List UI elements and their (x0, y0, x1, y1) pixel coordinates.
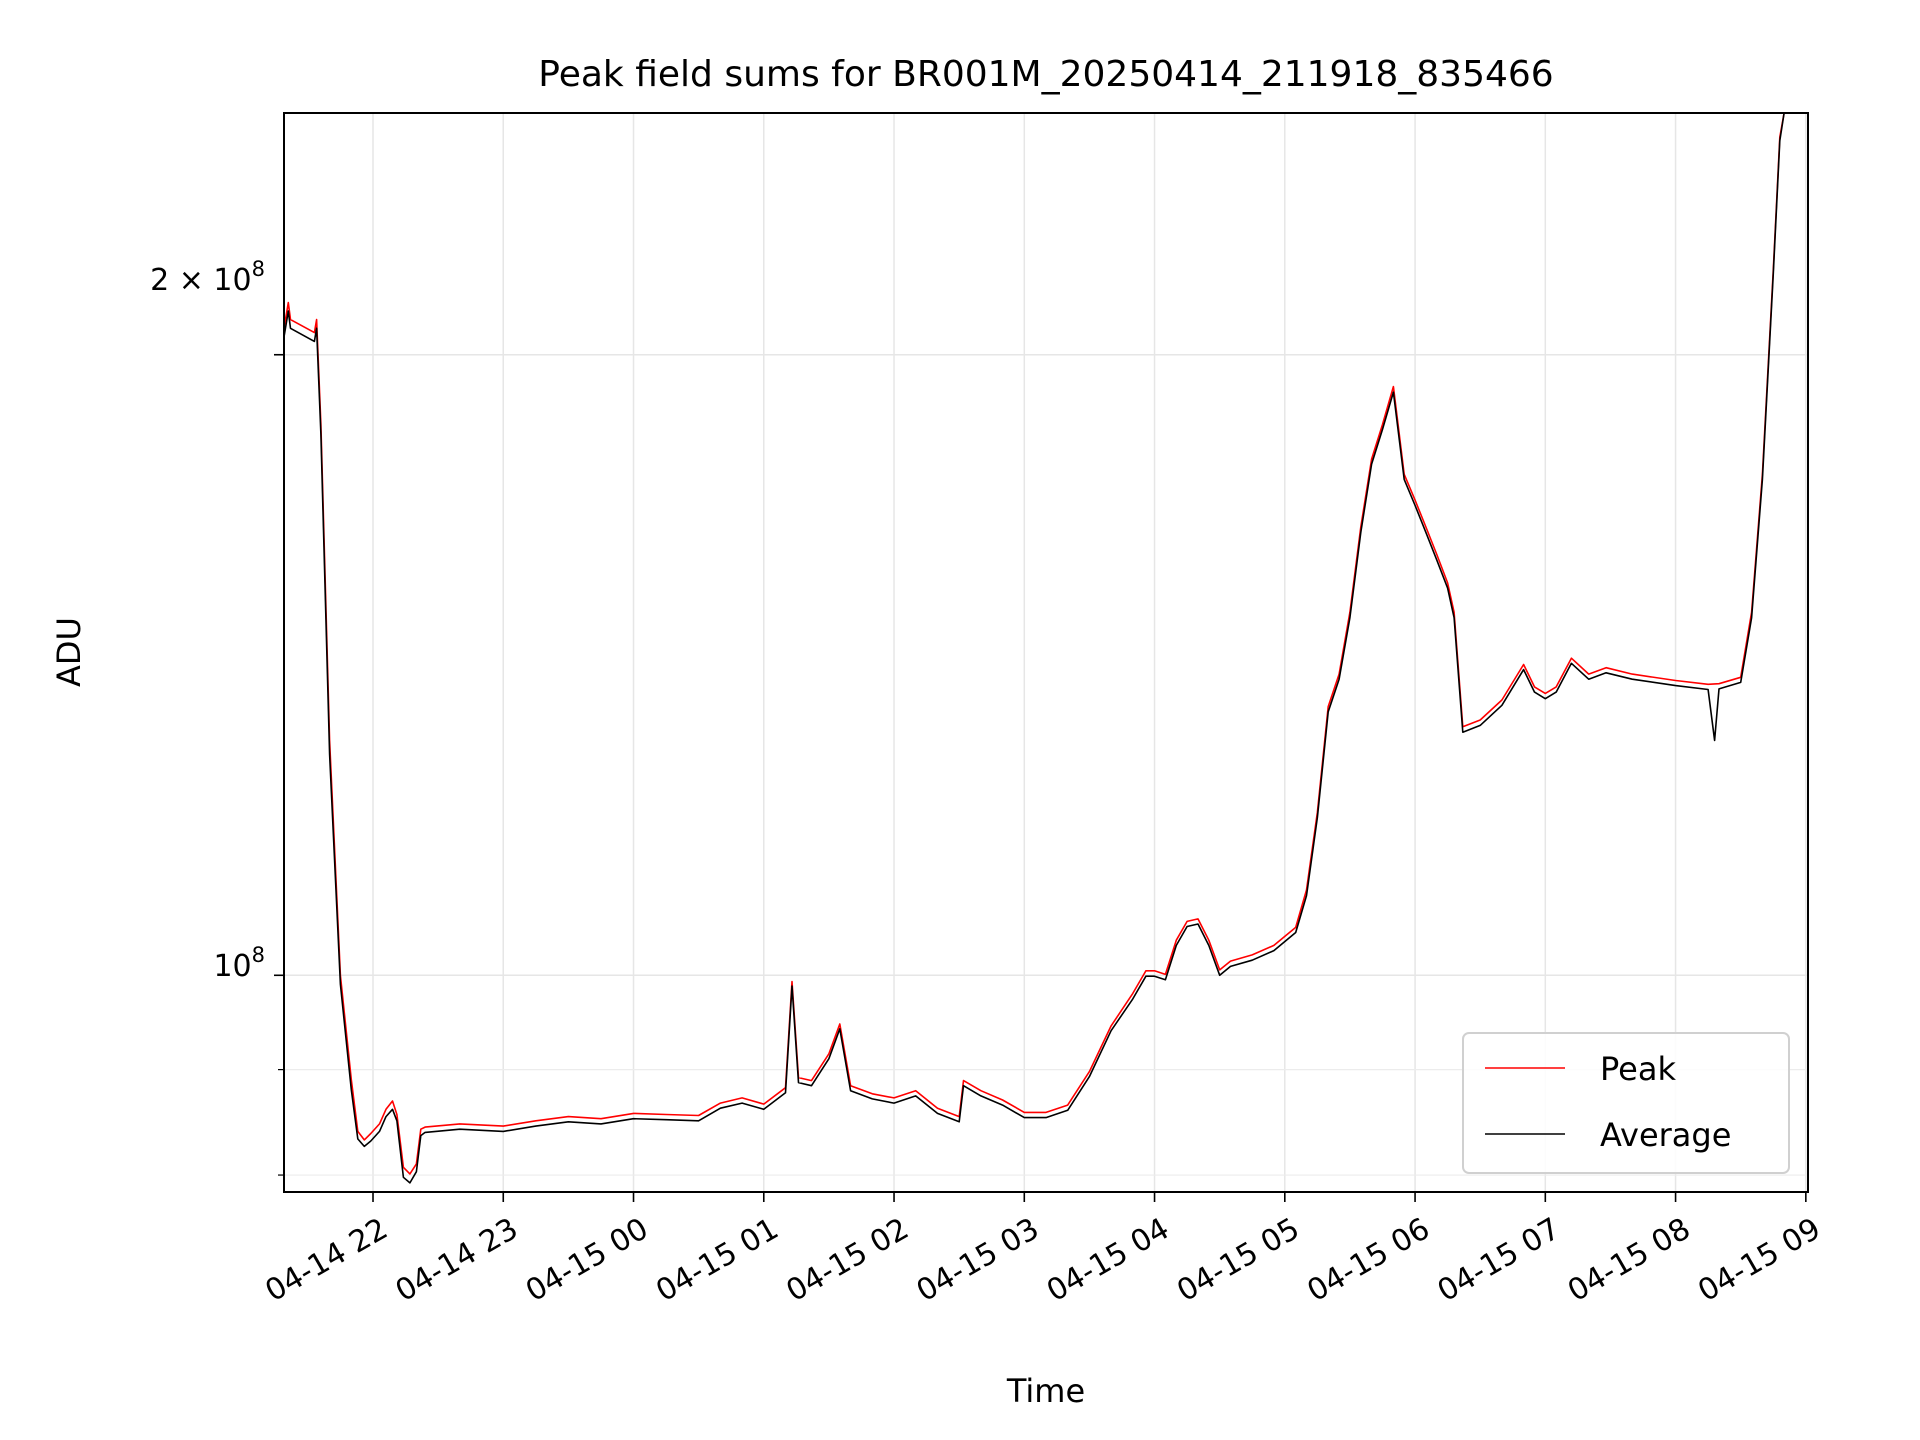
y-tick-label-upper: 2 × 108 (150, 257, 265, 298)
series-line-peak (284, 113, 1785, 1175)
y-tick-label-upper-exp: 8 (252, 257, 265, 281)
x-axis-label: Time (1006, 1372, 1085, 1410)
y-tick-label-main-base: 10 (213, 949, 251, 984)
legend: Peak Average (1462, 1032, 1790, 1174)
y-tick-label-main-exp: 8 (252, 943, 265, 967)
plot-lines (284, 113, 1785, 1184)
y-tick-label-main: 108 (213, 943, 265, 984)
axis-ticks (274, 353, 1807, 1202)
y-axis-label: ADU (50, 617, 88, 687)
series-line-average (284, 113, 1785, 1184)
plot-frame (283, 112, 1809, 1193)
chart-title: Peak field sums for BR001M_20250414_2119… (538, 54, 1553, 95)
legend-label-average: Average (1600, 1116, 1731, 1154)
legend-label-peak: Peak (1600, 1050, 1676, 1088)
y-tick-label-upper-coef: 2 × 10 (150, 263, 251, 298)
grid (284, 113, 1808, 1192)
